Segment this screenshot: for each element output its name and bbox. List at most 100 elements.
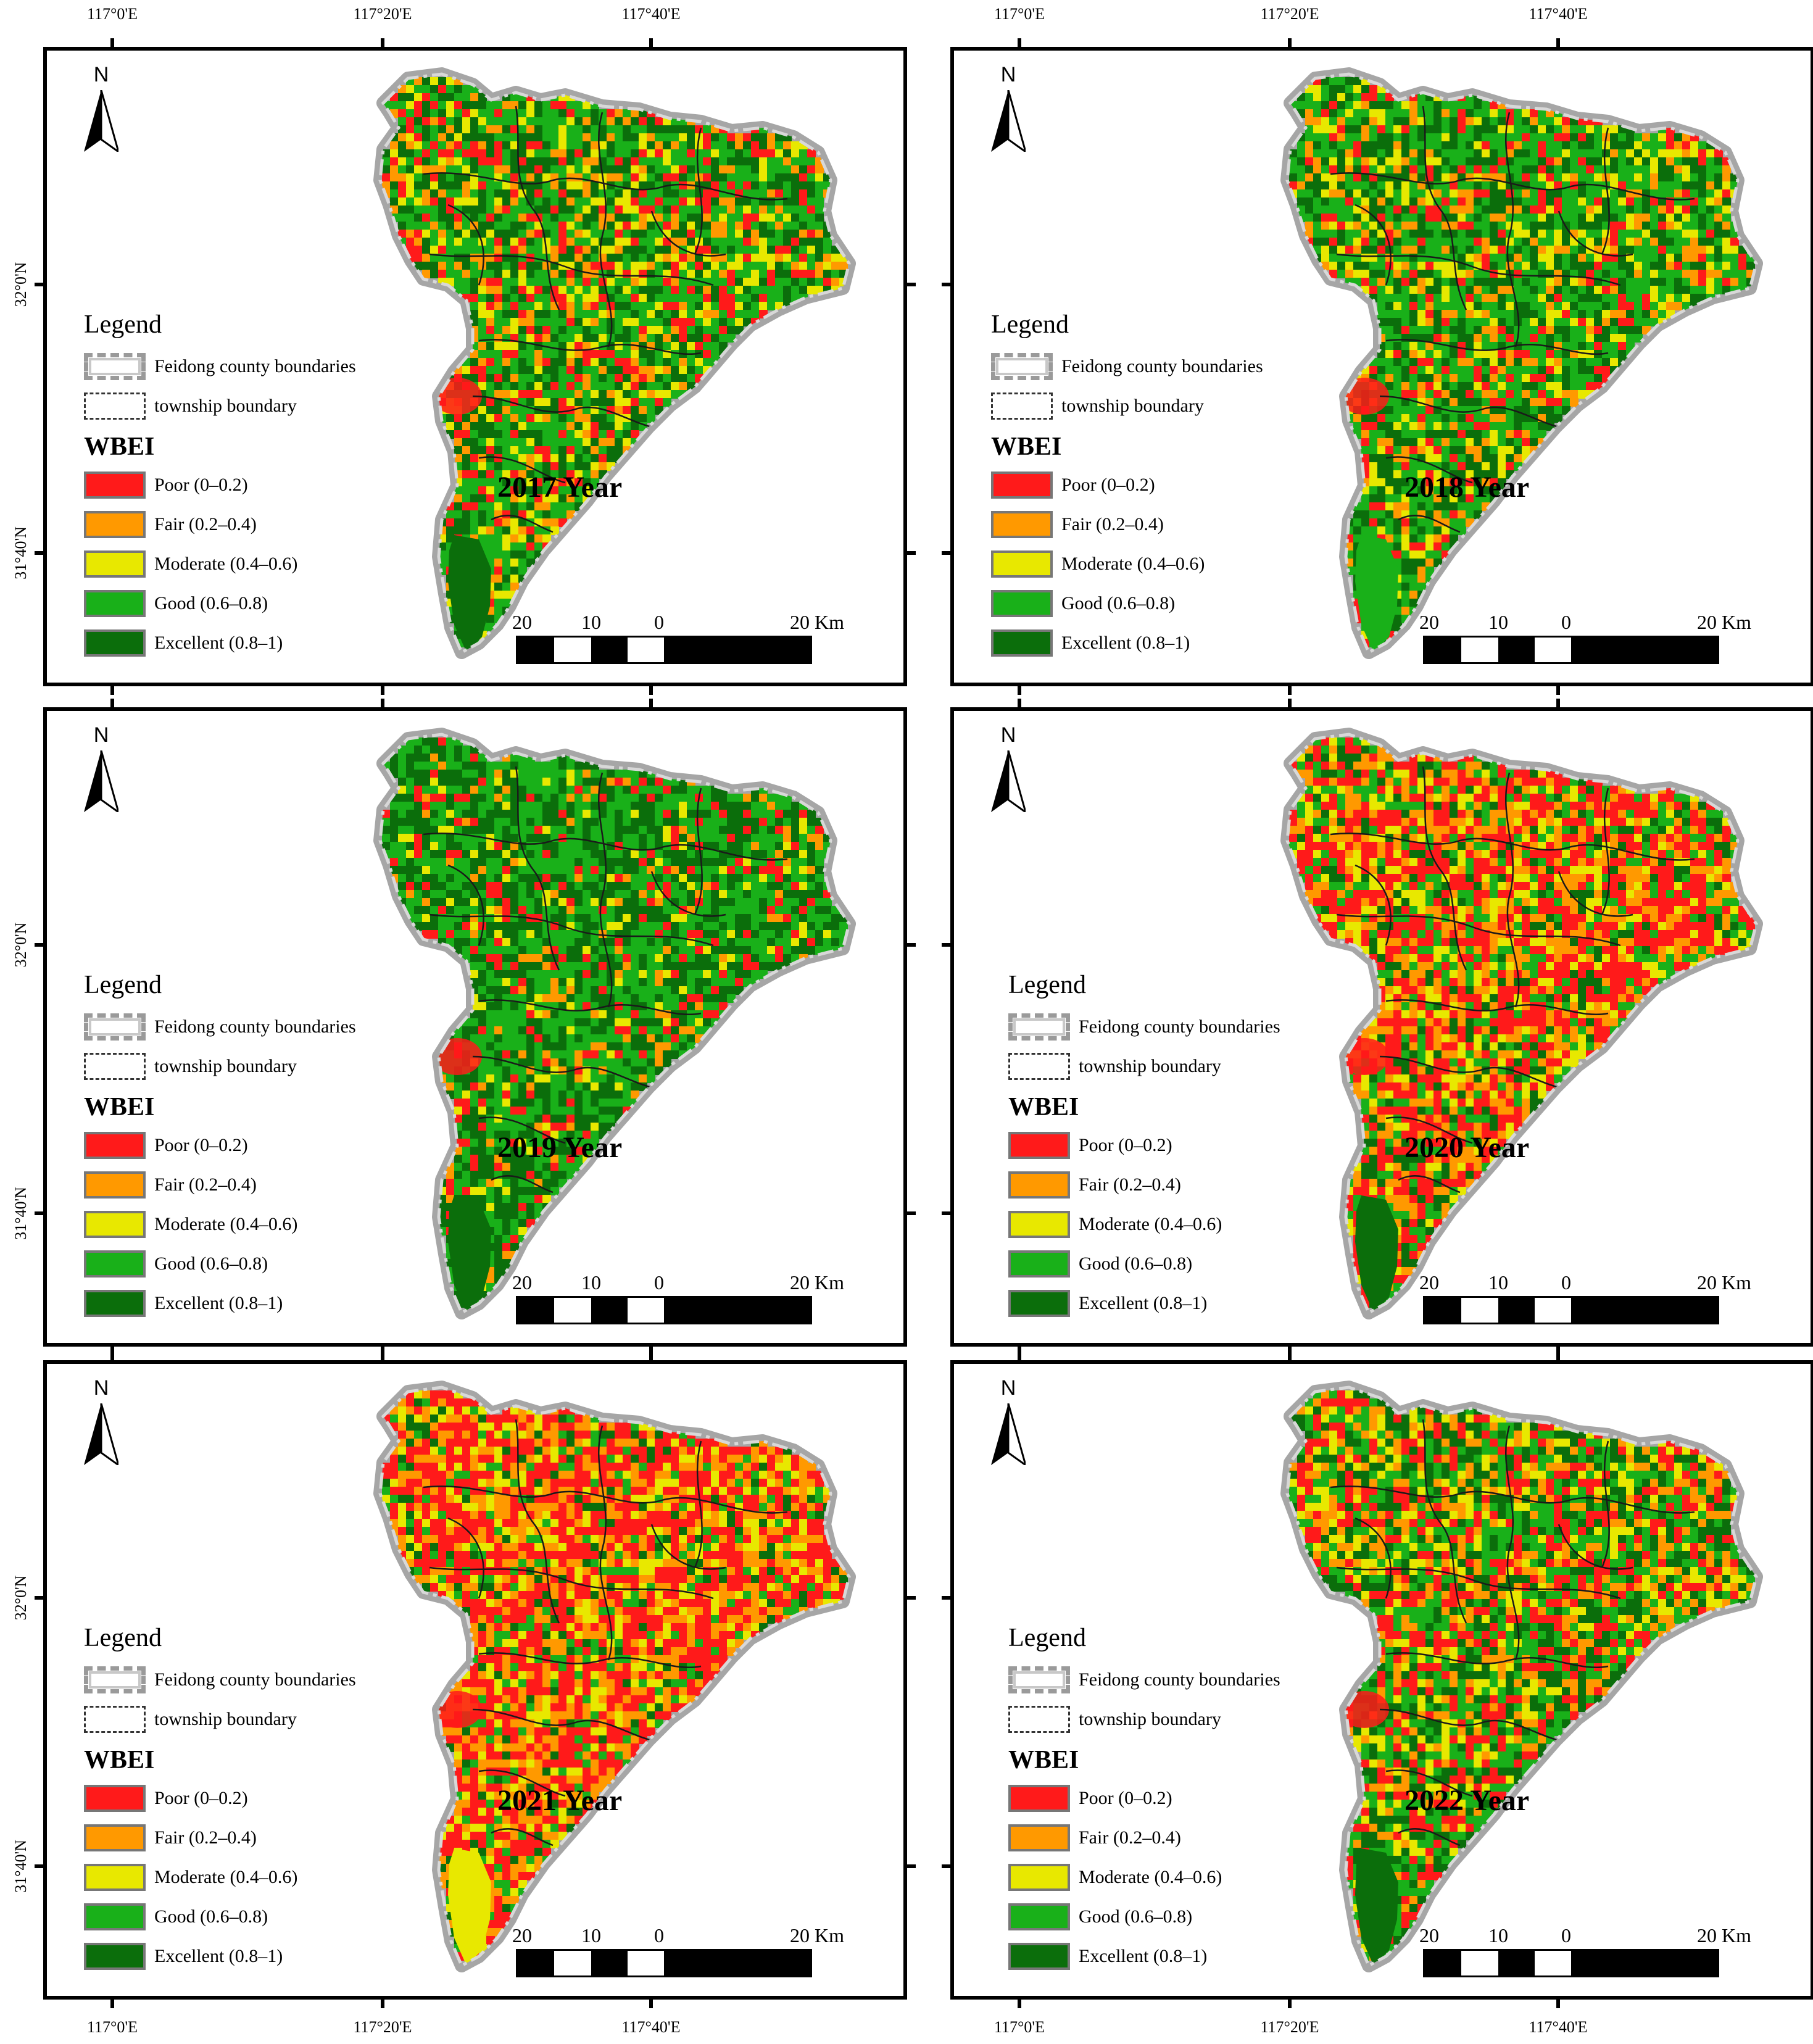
map-panel: N Legend Feidong county boundaries township…: [43, 1360, 907, 2000]
township-boundary-line: [1385, 456, 1473, 484]
township-boundary-line: [472, 1055, 652, 1089]
scale-label: 20 Km: [1697, 1271, 1751, 1294]
scale-label: 20 Km: [1697, 611, 1751, 633]
township-boundary-line: [1385, 999, 1609, 1016]
legend-label: Moderate (0.4–0.6): [154, 1867, 298, 1887]
county-boundary-symbol: [1008, 1013, 1070, 1041]
county-boundary-symbol: [84, 1666, 146, 1693]
scale-segment: [1680, 638, 1717, 662]
legend-item-wbei-class: Fair (0.2–0.4): [991, 505, 1263, 544]
frame-tick: [942, 1864, 952, 1868]
year-label: 2022 Year: [1404, 1784, 1530, 1817]
legend: Legend Feidong county boundaries township …: [1008, 1623, 1280, 1976]
county-boundary-line: [378, 1386, 851, 1968]
township-boundary-line: [478, 999, 702, 1016]
scale-segment: [518, 1298, 555, 1323]
legend-label: township boundary: [1079, 1709, 1221, 1729]
township-boundary-line: [472, 1708, 652, 1742]
color-swatch: [1008, 1290, 1070, 1317]
township-boundary-line: [1379, 1708, 1559, 1742]
scale-label: 20: [512, 1924, 532, 1946]
southern-wetland-patch: [448, 535, 491, 652]
township-boundary-line: [1355, 204, 1392, 286]
county-boundary-line: [378, 72, 851, 655]
frame-tick: [649, 1352, 653, 1361]
southern-wetland-patch: [1355, 1195, 1398, 1313]
township-boundary-line: [1504, 772, 1520, 1008]
frame-tick: [110, 1345, 114, 1355]
frame-tick: [906, 1596, 916, 1600]
scale-label: 0: [654, 1924, 664, 1946]
scale-label: 0: [654, 611, 664, 633]
north-arrow-icon: [991, 1403, 1026, 1465]
wbei-raster-map: [1280, 67, 1763, 659]
scale-bar: 20 10 0 20 Km: [512, 611, 844, 664]
legend-item-wbei-class: Excellent (0.8–1): [991, 623, 1263, 663]
scale-segment: [1571, 1951, 1608, 1975]
frame-tick: [649, 1345, 653, 1355]
wbei-cells: [1289, 737, 1755, 1313]
wbei-title: WBEI: [84, 1746, 155, 1774]
township-boundary-line: [597, 772, 613, 1008]
legend-label: township boundary: [1061, 396, 1204, 416]
scale-segment: [627, 1951, 664, 1975]
north-label: N: [93, 63, 109, 86]
township-boundary-line: [1379, 1055, 1559, 1089]
scale-segment: [700, 1951, 737, 1975]
scale-segment: [1644, 1298, 1681, 1323]
north-arrow-icon: [84, 90, 118, 152]
legend-label: Moderate (0.4–0.6): [154, 1214, 298, 1234]
legend-item-wbei-class: Excellent (0.8–1): [1008, 1284, 1280, 1323]
frame-tick: [1288, 1345, 1292, 1355]
scale-bar-segments: [1423, 636, 1719, 664]
scale-labels: 20 10 0 20 Km: [512, 1271, 844, 1296]
legend-label: Moderate (0.4–0.6): [1079, 1214, 1222, 1234]
legend-item-wbei-class: Fair (0.2–0.4): [1008, 1165, 1280, 1205]
legend-item-township-boundary: township boundary: [84, 1047, 356, 1086]
scale-segment: [627, 1298, 664, 1323]
scale-bar: 20 10 0 20 Km: [512, 1271, 844, 1324]
legend-label: Good (0.6–0.8): [1079, 1906, 1193, 1927]
legend-label: Excellent (0.8–1): [1061, 633, 1190, 653]
scale-segment: [1534, 1951, 1571, 1975]
legend-item-wbei-class: Good (0.6–0.8): [1008, 1244, 1280, 1284]
scale-segment: [737, 638, 774, 662]
color-swatch: [1008, 1171, 1070, 1199]
scale-segment: [591, 638, 628, 662]
township-boundary-line: [478, 1116, 566, 1144]
township-boundary-line: [1336, 253, 1621, 286]
wbei-cells: [1289, 1390, 1755, 1966]
frame-tick: [35, 283, 44, 286]
township-boundary-line: [694, 787, 703, 915]
north-label: N: [1000, 1376, 1016, 1400]
color-swatch: [84, 1290, 146, 1317]
scale-segment: [700, 1298, 737, 1323]
township-boundary-line: [491, 1828, 554, 1847]
township-boundary-line: [515, 766, 560, 971]
scale-segment: [773, 1951, 810, 1975]
legend-item-wbei-class: Moderate (0.4–0.6): [991, 544, 1263, 584]
legend-label: Poor (0–0.2): [1061, 475, 1155, 495]
legend-title: Legend: [991, 310, 1069, 339]
color-swatch: [991, 550, 1053, 578]
legend-item-wbei-class: Excellent (0.8–1): [84, 1284, 356, 1323]
scale-label: 0: [1561, 611, 1571, 633]
scale-segment: [1425, 638, 1462, 662]
township-boundary-line: [1336, 1566, 1621, 1600]
year-label: 2021 Year: [497, 1784, 623, 1817]
north-label: N: [93, 723, 109, 747]
legend-label: township boundary: [154, 1709, 297, 1729]
north-arrow-icon: [991, 90, 1026, 152]
frame-tick: [1018, 1345, 1021, 1355]
legend-item-wbei-class: Poor (0–0.2): [84, 465, 356, 505]
frame-tick: [1018, 1998, 1021, 2008]
scale-label: 20: [1419, 1924, 1439, 1946]
longitude-label-bottom: 117°20'E: [1260, 2018, 1319, 2036]
north-arrow: N: [991, 1376, 1034, 1469]
township-boundary-symbol: [84, 393, 146, 420]
frame-tick: [942, 1596, 952, 1600]
township-boundary-line: [1422, 766, 1467, 971]
scale-label: 20 Km: [790, 1924, 844, 1946]
color-swatch: [84, 1250, 146, 1278]
scale-segment: [554, 1951, 591, 1975]
